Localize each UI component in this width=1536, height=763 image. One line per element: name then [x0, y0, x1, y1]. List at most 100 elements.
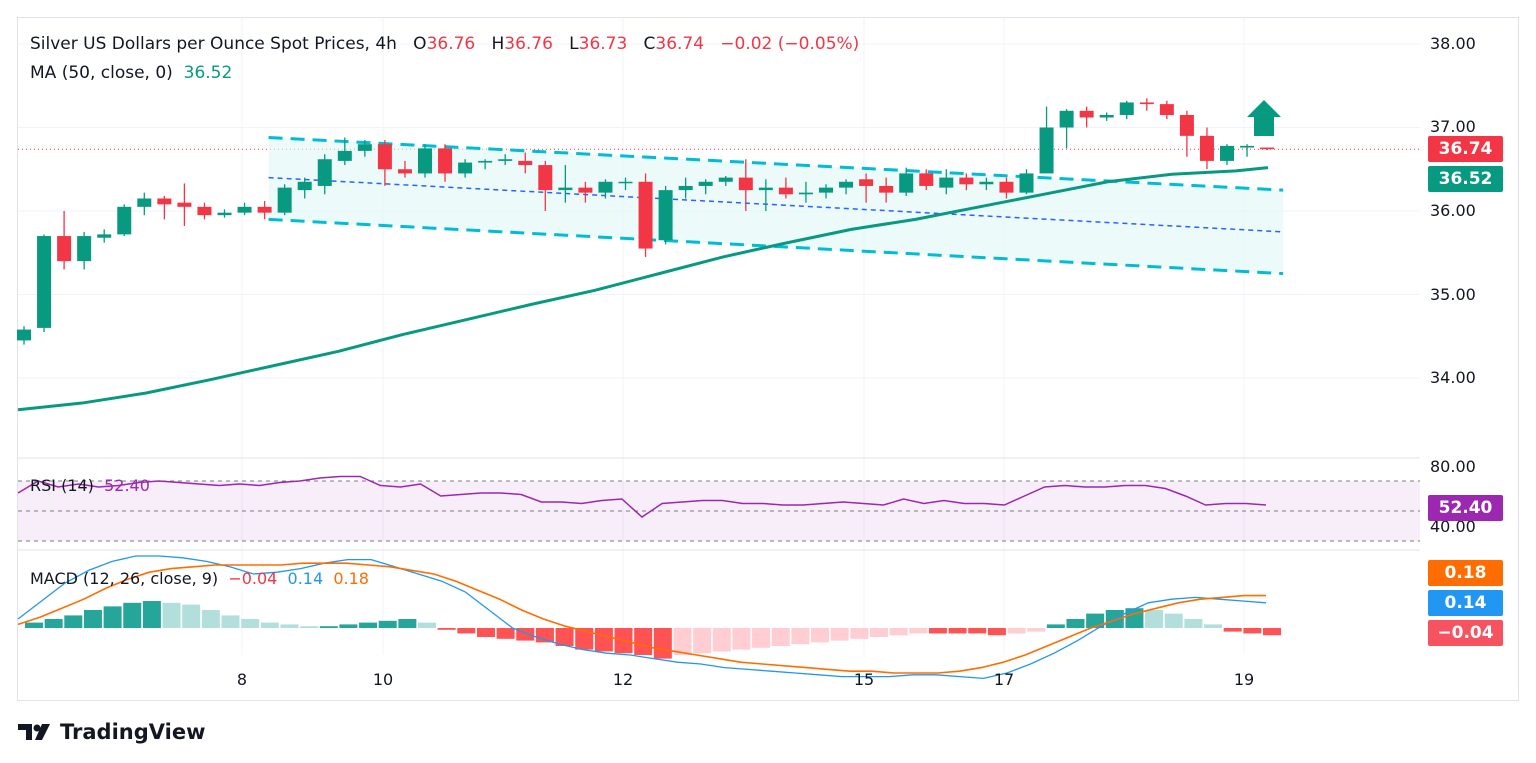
- candle-body: [538, 165, 553, 191]
- macd-hist-bar: [889, 628, 908, 636]
- candle-body: [17, 329, 31, 341]
- candle-body: [1179, 114, 1194, 136]
- macd-hist-bar: [869, 628, 888, 637]
- candle-body: [839, 181, 854, 188]
- legend-macd[interactable]: MACD (12, 26, close, 9) −0.04 0.14 0.18: [30, 569, 369, 588]
- change-value: −0.02 (−0.05%): [720, 34, 860, 54]
- ma-price-tag: 36.52: [1428, 166, 1503, 192]
- candle-body: [698, 181, 713, 186]
- candle-body: [999, 181, 1014, 193]
- macd-hist-tag: −0.04: [1428, 620, 1503, 646]
- macd-hist-bar: [25, 622, 43, 628]
- candle-body: [438, 148, 453, 174]
- time-tick: 17: [993, 670, 1015, 689]
- macd-hist-bar: [437, 628, 456, 630]
- candle-body: [97, 234, 112, 238]
- price-tick: 37.00: [1430, 117, 1476, 136]
- high-label: H: [491, 34, 505, 54]
- macd-hist-bar: [319, 626, 338, 628]
- ma-line: [17, 166, 1269, 412]
- macd-signal-value: 0.18: [333, 569, 369, 588]
- time-tick: 10: [372, 670, 394, 689]
- ma-value: 36.52: [183, 63, 233, 83]
- up-arrow-icon: [1247, 100, 1281, 136]
- chart-frame: [17, 17, 1519, 701]
- candle-body: [899, 173, 914, 193]
- candle-body: [137, 198, 152, 207]
- brand-name: TradingView: [60, 720, 206, 744]
- brand-logo[interactable]: TradingView: [18, 720, 205, 744]
- candle-body: [879, 185, 894, 193]
- price-tick: 34.00: [1430, 368, 1476, 387]
- macd-hist-bar: [260, 622, 279, 628]
- candle-body: [177, 202, 192, 207]
- price-tick: 36.00: [1430, 201, 1476, 220]
- macd-hist-bar: [1204, 624, 1223, 628]
- macd-hist-bar: [182, 604, 201, 628]
- candle-body: [377, 144, 392, 170]
- candle-body: [658, 190, 673, 241]
- macd-hist-bar: [968, 628, 987, 634]
- macd-hist-bar: [1125, 608, 1144, 628]
- candle-body: [217, 212, 232, 216]
- ma-label: MA (50, close, 0): [30, 63, 173, 83]
- macd-hist-bar: [221, 615, 240, 628]
- candle-body: [798, 192, 813, 195]
- tradingview-icon: [18, 724, 50, 740]
- rsi-line: [17, 475, 1267, 518]
- candle-body: [1220, 145, 1234, 161]
- high-value: 36.76: [504, 34, 553, 54]
- macd-hist-bar: [44, 619, 63, 628]
- macd-hist-bar: [594, 628, 613, 652]
- candle-body: [939, 177, 954, 188]
- macd-hist-bar: [752, 628, 771, 648]
- open-value: 36.76: [426, 34, 476, 54]
- candle-body: [979, 181, 994, 185]
- rsi-tick: 80.00: [1430, 457, 1476, 476]
- candle-body: [678, 185, 693, 191]
- candle-body: [1240, 145, 1255, 148]
- macd-hist-bar: [280, 624, 299, 628]
- macd-hist-bar: [732, 628, 751, 650]
- candle-body: [77, 236, 92, 262]
- macd-hist-bar: [1243, 628, 1262, 634]
- close-value: 36.74: [655, 34, 705, 54]
- candle-body: [297, 181, 312, 191]
- legend-ma[interactable]: MA (50, close, 0) 36.52: [30, 63, 232, 83]
- macd-hist-bar: [1263, 628, 1281, 636]
- candle-body: [1059, 110, 1074, 128]
- close-label: C: [643, 34, 656, 54]
- macd-hist-bar: [162, 602, 181, 628]
- candle-body: [458, 162, 473, 174]
- candle-body: [337, 150, 352, 161]
- macd-hist-bar: [1046, 624, 1065, 628]
- macd-hist-bar: [142, 601, 161, 628]
- candle-body: [598, 181, 613, 193]
- macd-hist-bar: [909, 628, 928, 634]
- macd-hist-bar: [634, 628, 653, 655]
- macd-hist-bar: [476, 628, 495, 637]
- macd-line: [17, 555, 1267, 680]
- macd-hist-bar: [123, 602, 142, 628]
- candle-body: [558, 187, 573, 191]
- macd-hist-bar: [83, 610, 102, 628]
- macd-hist-bar: [811, 628, 830, 643]
- time-tick: 12: [612, 670, 634, 689]
- macd-hist-bar: [1184, 619, 1203, 628]
- macd-hist-value: −0.04: [228, 569, 278, 588]
- legend-rsi[interactable]: RSI (14) 52.40: [30, 476, 150, 495]
- candle-body: [57, 236, 72, 262]
- macd-label: MACD (12, 26, close, 9): [30, 569, 219, 588]
- candle-body: [959, 177, 974, 185]
- macd-hist-bar: [241, 619, 260, 628]
- up-arrow: [1247, 100, 1281, 136]
- macd-hist-bar: [300, 626, 319, 628]
- candle-body: [197, 206, 212, 216]
- candle-body: [819, 187, 833, 193]
- macd-hist-bar: [378, 620, 397, 628]
- macd-hist-bar: [64, 615, 83, 628]
- candle-body: [618, 181, 633, 184]
- candle-body: [638, 181, 653, 249]
- macd-hist-bar: [359, 622, 378, 628]
